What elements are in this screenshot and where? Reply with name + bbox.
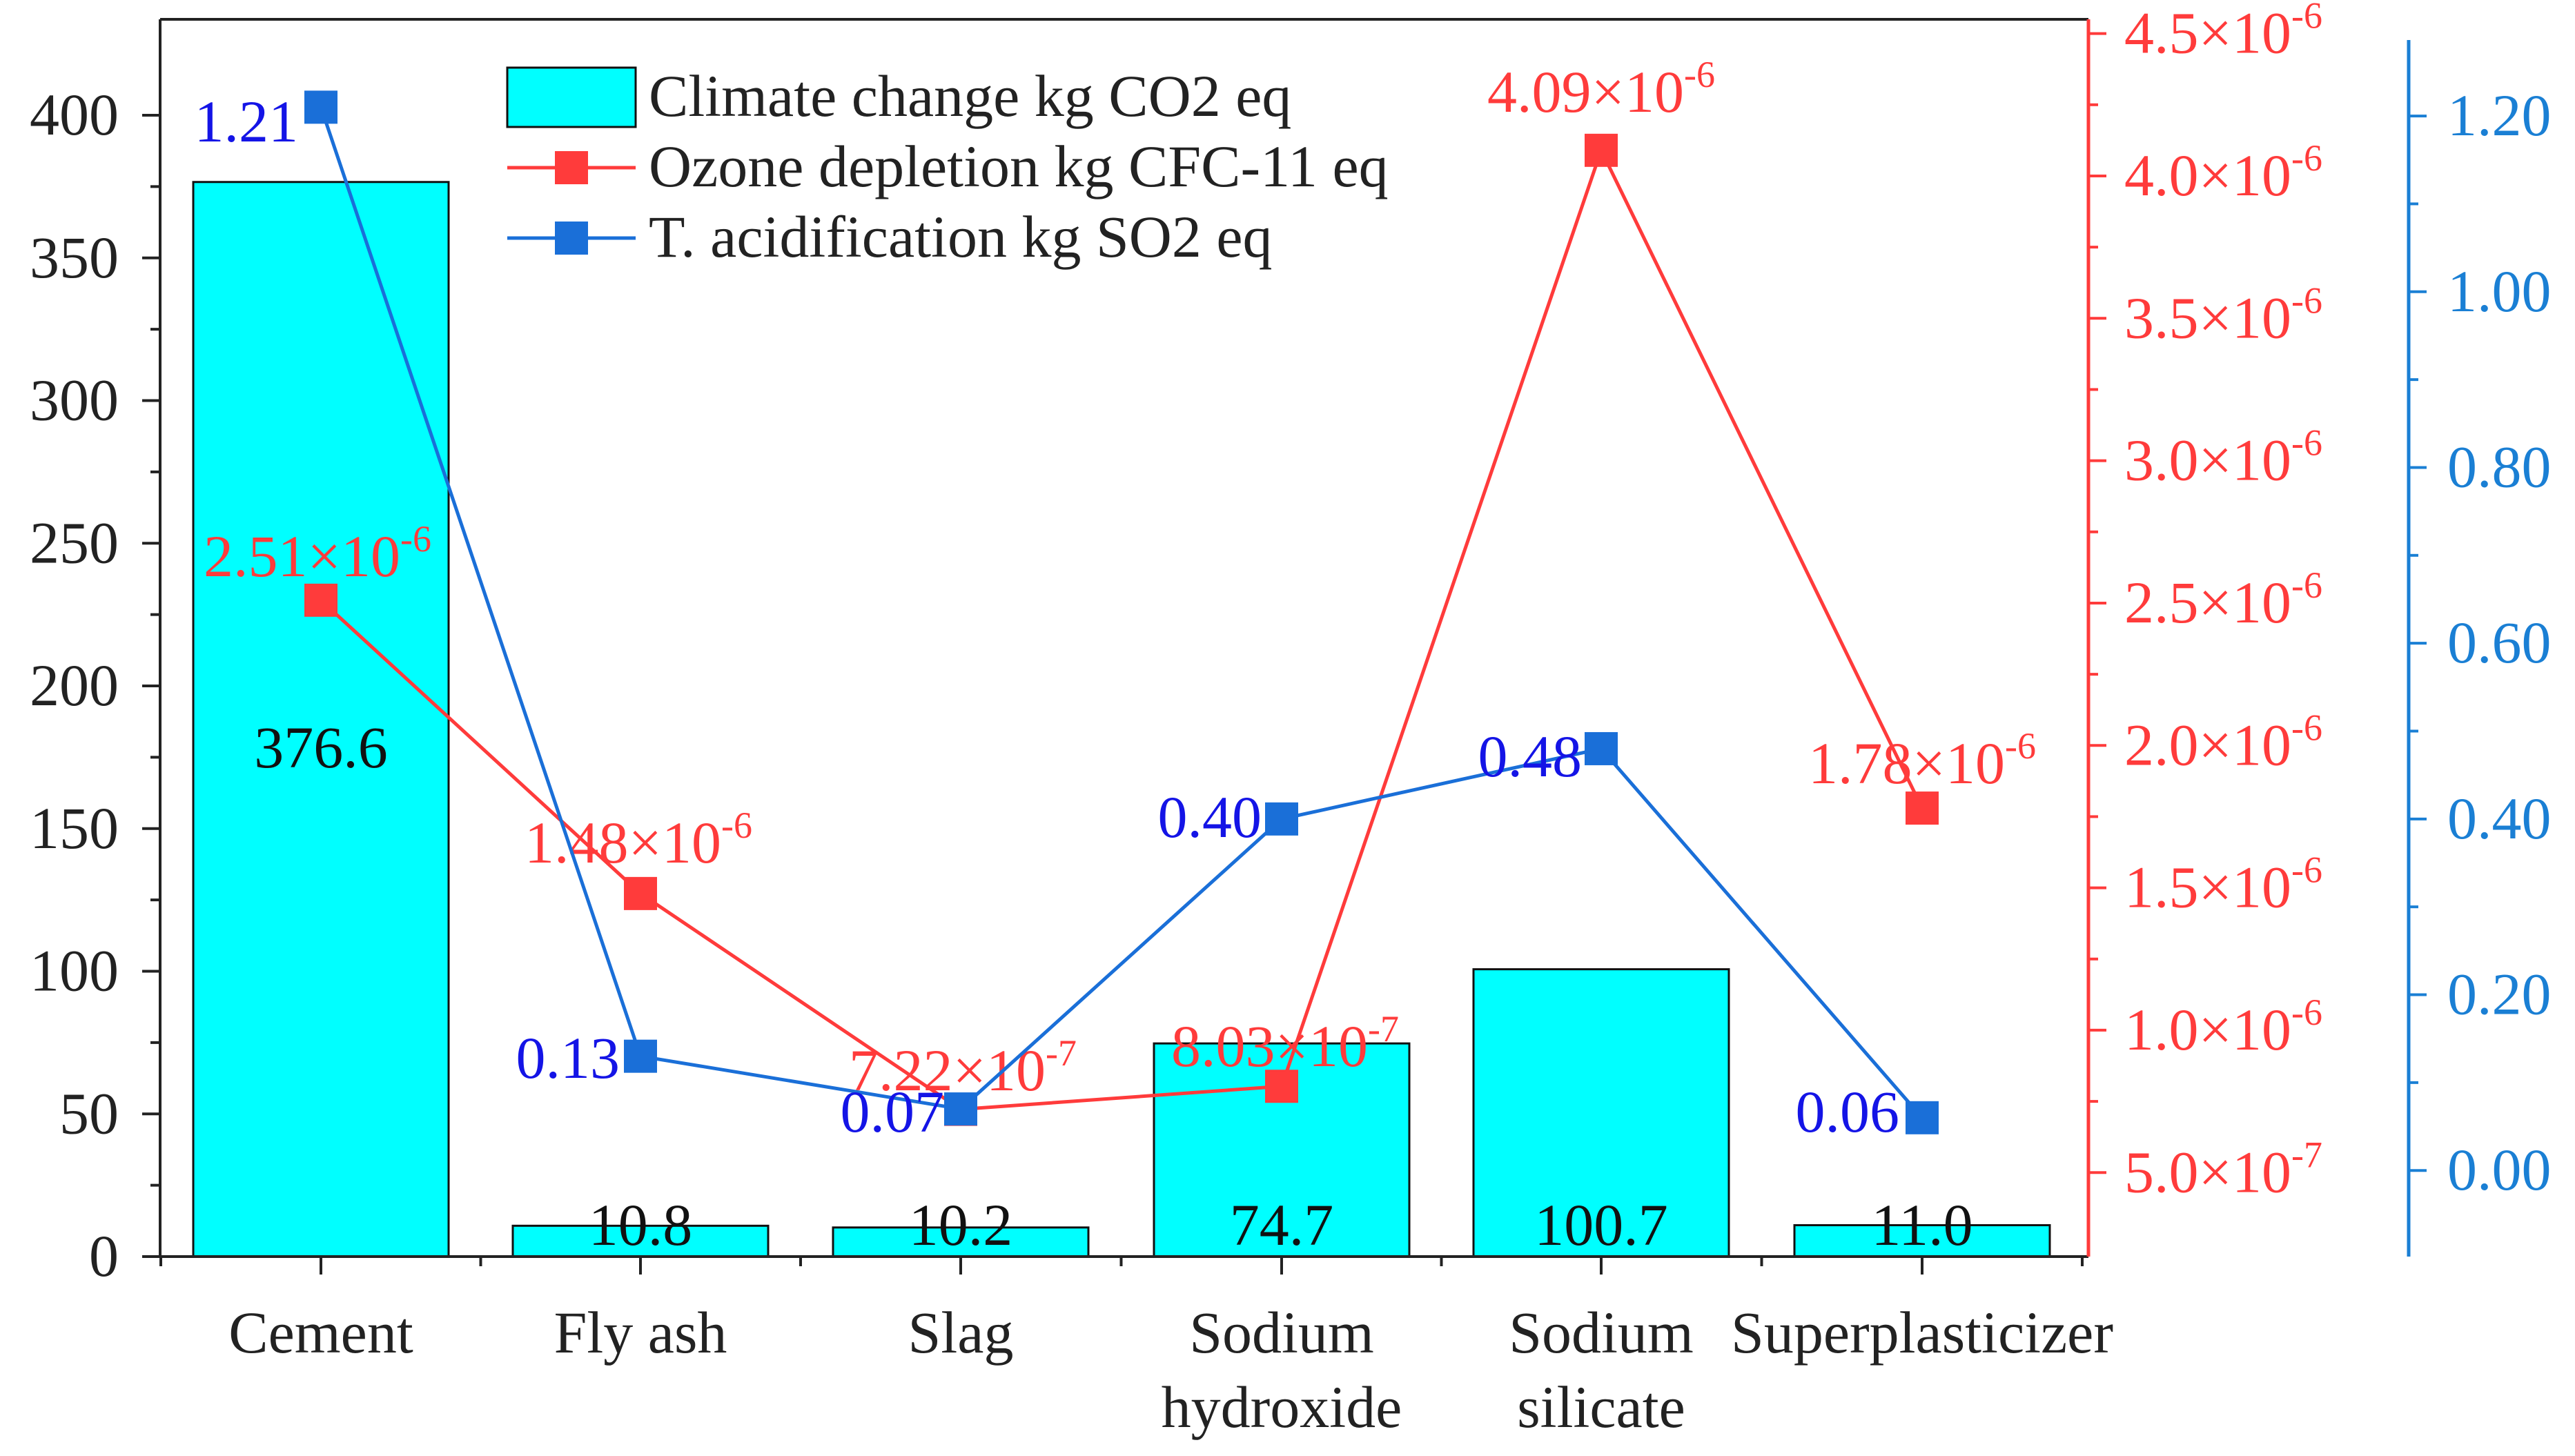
bar-4 xyxy=(1472,968,1730,1258)
acidification-tick-label-3: 0.60 xyxy=(2447,609,2552,676)
acidification-tick-label-5: 1.00 xyxy=(2447,258,2552,324)
ozone-depletion-value-label-2: 7.22×10-7 xyxy=(849,1032,1077,1103)
ozone-tick-label-3: 2.0×10-6 xyxy=(2124,707,2322,778)
category-label-4-1: silicate xyxy=(1517,1374,1685,1440)
bar-5 xyxy=(1793,1224,2051,1258)
acidification-marker-3 xyxy=(1265,802,1298,836)
left-tick-label-3: 150 xyxy=(30,795,119,861)
acidification-tick-label-2: 0.40 xyxy=(2447,785,2552,852)
ozone-depletion-line xyxy=(320,146,1924,1112)
bar-value-label-2: 10.2 xyxy=(909,1192,1013,1258)
acidification-marker-2 xyxy=(944,1092,977,1126)
left-tick-label-8: 400 xyxy=(30,81,119,148)
legend-label-ozone: Ozone depletion kg CFC-11 eq xyxy=(649,133,1389,199)
ozone-tick-label-8: 4.5×10-6 xyxy=(2124,0,2322,66)
ozone-tick-label-5: 3.0×10-6 xyxy=(2124,422,2322,493)
ozone-depletion-value-label-5: 1.78×10-6 xyxy=(1808,725,2036,796)
ozone-tick-label-0: 5.0×10-7 xyxy=(2124,1134,2322,1205)
acidification-value-label-5: 0.06 xyxy=(1796,1079,1900,1145)
category-label-1-0: Fly ash xyxy=(554,1299,727,1366)
legend-marker-ozone xyxy=(555,151,588,184)
acidification-value-label-1: 0.13 xyxy=(516,1025,620,1091)
legend-label-climate-change: Climate change kg CO2 eq xyxy=(649,63,1291,129)
legend-label-acidification: T. acidification kg SO2 eq xyxy=(649,204,1273,270)
ozone-tick-label-7: 4.0×10-6 xyxy=(2124,137,2322,208)
acidification-tick-label-4: 0.80 xyxy=(2447,433,2552,500)
ozone-depletion-value-label-0: 2.51×10-6 xyxy=(204,518,431,589)
acidification-tick-label-1: 0.20 xyxy=(2447,961,2552,1027)
acidification-value-label-4: 0.48 xyxy=(1478,723,1583,789)
ozone-depletion-marker-5 xyxy=(1906,791,1939,825)
acidification-line xyxy=(319,106,1923,1119)
axes: 0 50 100 150 200 250 300 350 400 Cement Fly ash Sla… xyxy=(30,0,2552,1440)
legend-marker-acidification xyxy=(555,222,588,255)
category-label-3-0: Sodium xyxy=(1189,1299,1374,1366)
acidification-marker-0 xyxy=(304,90,337,124)
ozone-depletion-value-label-4: 4.09×10-6 xyxy=(1487,54,1715,125)
acidification-marker-1 xyxy=(624,1039,657,1073)
ozone-tick-label-2: 1.5×10-6 xyxy=(2124,849,2322,921)
acidification-value-label-3: 0.40 xyxy=(1158,784,1262,850)
category-label-4-0: Sodium xyxy=(1509,1299,1694,1366)
ozone-depletion-marker-1 xyxy=(624,876,657,910)
left-tick-label-6: 300 xyxy=(30,367,119,433)
acidification-tick-label-0: 0.00 xyxy=(2447,1137,2552,1203)
ozone-tick-label-6: 3.5×10-6 xyxy=(2124,279,2322,351)
bar-value-label-1: 10.8 xyxy=(589,1192,693,1258)
acidification-marker-4 xyxy=(1585,731,1618,765)
category-label-2-0: Slag xyxy=(908,1299,1014,1366)
bar-value-label-4: 100.7 xyxy=(1534,1192,1668,1258)
category-label-0-0: Cement xyxy=(228,1299,413,1366)
bar-value-label-0: 376.6 xyxy=(254,714,388,780)
category-label-5-0: Superplasticizer xyxy=(1731,1299,2113,1366)
ozone-depletion-value-label-3: 8.03×10-7 xyxy=(1171,1008,1399,1079)
acidification-series: 1.21 0.13 0.07 0.40 0.48 0.06 xyxy=(195,88,1939,1145)
ozone-depletion-value-label-1: 1.48×10-6 xyxy=(525,805,752,876)
ozone-depletion-series: 2.51×10-6 1.48×10-6 7.22×10-7 8.03×10-7 4.09… xyxy=(204,54,2036,1126)
ozone-depletion-marker-0 xyxy=(304,583,337,617)
legend-swatch-climate-change xyxy=(506,66,637,128)
left-tick-label-1: 50 xyxy=(59,1080,119,1146)
acidification-tick-label-6: 1.20 xyxy=(2447,82,2552,148)
left-tick-label-2: 100 xyxy=(30,938,119,1004)
bar-value-label-5: 11.0 xyxy=(1871,1192,1972,1258)
left-tick-label-7: 350 xyxy=(30,224,119,291)
ozone-tick-label-1: 1.0×10-6 xyxy=(2124,992,2322,1063)
bar-value-label-3: 74.7 xyxy=(1230,1192,1334,1258)
category-label-3-1: hydroxide xyxy=(1162,1374,1402,1440)
acidification-value-label-0: 1.21 xyxy=(195,88,299,155)
left-tick-label-5: 250 xyxy=(30,509,119,575)
left-tick-label-4: 200 xyxy=(30,652,119,718)
ozone-tick-label-4: 2.5×10-6 xyxy=(2124,564,2322,636)
acidification-value-label-2: 0.07 xyxy=(841,1079,945,1145)
ozone-depletion-marker-4 xyxy=(1585,133,1618,167)
ozone-depletion-marker-3 xyxy=(1265,1070,1298,1103)
left-tick-label-0: 0 xyxy=(89,1223,119,1289)
acidification-marker-5 xyxy=(1906,1101,1939,1134)
